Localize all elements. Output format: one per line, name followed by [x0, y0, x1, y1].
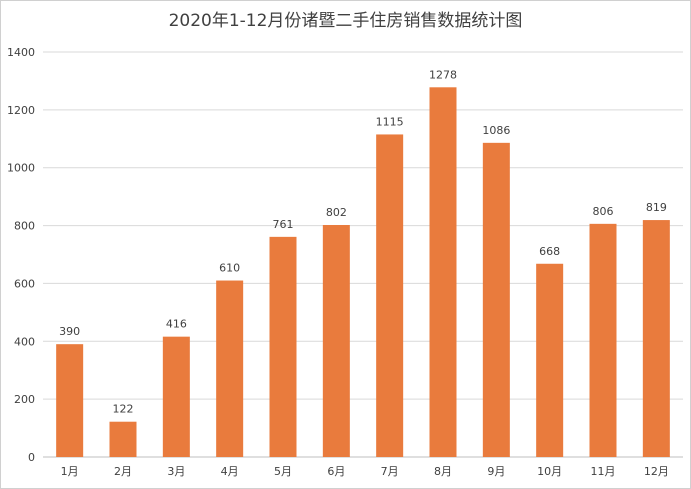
- data-label: 819: [646, 201, 667, 214]
- bar-7月: [376, 134, 404, 458]
- x-tick-label: 6月: [327, 465, 345, 478]
- x-tick-label: 9月: [487, 465, 505, 478]
- data-label: 610: [219, 262, 240, 275]
- data-label: 802: [326, 206, 347, 219]
- data-label: 122: [113, 403, 134, 416]
- bar-9月: [482, 142, 510, 458]
- x-tick-label: 4月: [221, 465, 239, 478]
- data-label: 416: [166, 318, 187, 331]
- data-label: 668: [539, 245, 560, 258]
- x-tick-label: 12月: [644, 465, 669, 478]
- bar-1月: [56, 344, 84, 457]
- data-label: 1278: [429, 68, 457, 81]
- x-tick-label: 1月: [61, 465, 79, 478]
- y-tick-label: 0: [28, 451, 35, 464]
- bar-10月: [536, 263, 564, 457]
- x-tick-label: 11月: [591, 465, 616, 478]
- bar-8月: [429, 87, 457, 458]
- bar-6月: [322, 224, 350, 457]
- y-tick-label: 400: [14, 335, 35, 348]
- data-labels: 390 122 416 610 761 802 1115 1278 1086 668 806 819: [59, 68, 667, 415]
- data-label: 1115: [376, 115, 404, 128]
- y-tick-label: 1000: [7, 162, 35, 175]
- x-tick-label: 3月: [167, 465, 185, 478]
- x-tick-label: 2月: [114, 465, 132, 478]
- bar-5月: [269, 236, 297, 457]
- x-tick-label: 5月: [274, 465, 292, 478]
- bar-12月: [642, 220, 670, 457]
- data-label: 1086: [482, 124, 510, 137]
- gridlines: [43, 51, 683, 458]
- data-label: 806: [593, 205, 614, 218]
- x-axis-ticks: 1月 2月 3月 4月 5月 6月 7月 8月 9月 10月 11月 12月: [61, 465, 669, 478]
- x-tick-label: 10月: [537, 465, 562, 478]
- y-tick-label: 600: [14, 277, 35, 290]
- y-tick-label: 1200: [7, 104, 35, 117]
- data-label: 390: [59, 325, 80, 338]
- chart-title: 2020年1-12月份诸暨二手住房销售数据统计图: [168, 11, 523, 31]
- y-axis-ticks: 0 200 400 600 800 1000 1200 1400: [7, 46, 35, 464]
- bar-3月: [162, 336, 190, 457]
- bar-2月: [109, 421, 137, 457]
- x-tick-label: 8月: [434, 465, 452, 478]
- x-tick-label: 7月: [381, 465, 399, 478]
- bar-4月: [216, 280, 244, 457]
- y-tick-label: 800: [14, 220, 35, 233]
- bar-11月: [589, 223, 617, 457]
- y-tick-label: 200: [14, 393, 35, 406]
- data-label: 761: [273, 218, 294, 231]
- bars: [56, 87, 670, 458]
- y-tick-label: 1400: [7, 46, 35, 59]
